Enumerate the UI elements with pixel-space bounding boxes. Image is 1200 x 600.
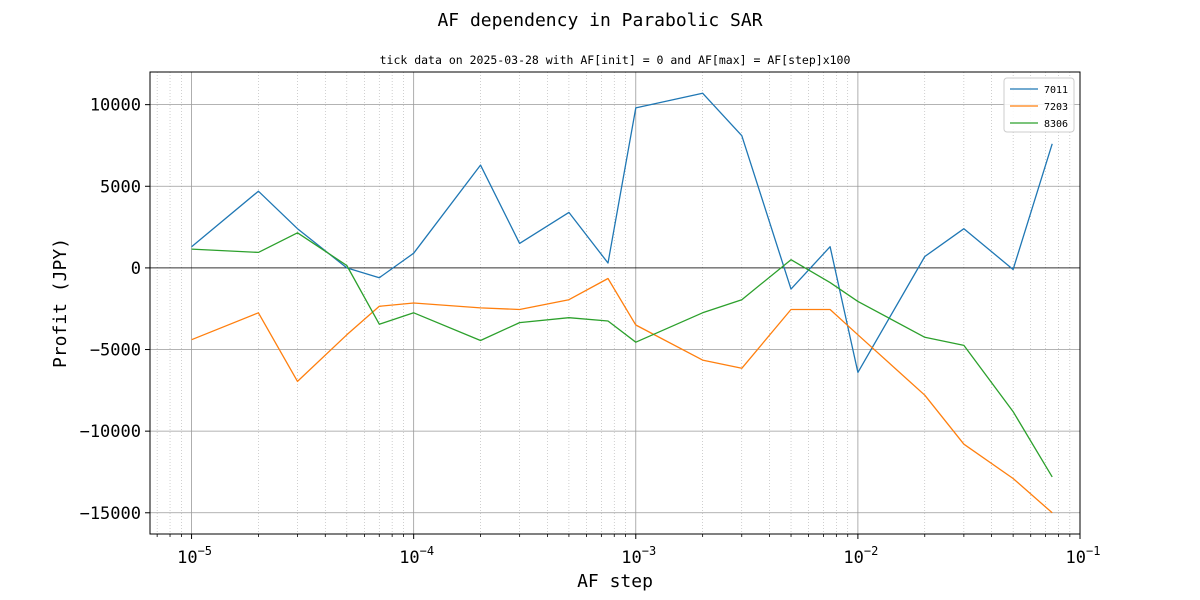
chart-suptitle: AF dependency in Parabolic SAR (437, 10, 762, 31)
series-line-7203 (191, 277, 1053, 514)
series-line-8306 (191, 232, 1053, 478)
x-tick-base: 10 (621, 548, 641, 568)
x-tick-exponent: −1 (1086, 544, 1100, 558)
x-axis-label: AF step (577, 571, 653, 592)
x-tick-label: 10−1 (1066, 544, 1101, 568)
x-tick-exponent: −2 (864, 544, 878, 558)
x-tick-label: 10−5 (177, 544, 212, 568)
x-tick-base: 10 (843, 548, 863, 568)
y-tick-label: −10000 (80, 422, 141, 442)
x-tick-label: 10−3 (621, 544, 656, 568)
minor-grid (156, 72, 1071, 534)
y-ticks: 10000 5000 0 −5000 −10000 −15000 (80, 96, 150, 524)
y-tick-label: 0 (131, 259, 141, 279)
series-lines (191, 92, 1053, 514)
legend: 7011 7203 8306 (1003, 77, 1075, 133)
legend-label-7011: 7011 (1044, 85, 1068, 96)
x-tick-exponent: −5 (198, 544, 212, 558)
x-tick-base: 10 (399, 548, 419, 568)
y-tick-label: 5000 (100, 177, 141, 197)
y-tick-label: 10000 (90, 96, 141, 116)
series-line-7011 (191, 92, 1053, 374)
legend-box (1003, 77, 1075, 133)
y-tick-label: −15000 (80, 504, 141, 524)
x-tick-base: 10 (177, 548, 197, 568)
chart-title: tick data on 2025-03-28 with AF[init] = … (380, 53, 851, 67)
major-grid (150, 72, 1081, 534)
y-tick-label: −5000 (90, 341, 141, 361)
x-ticks: 10−5 10−4 10−3 10−2 10−1 (156, 534, 1101, 568)
x-tick-exponent: −4 (420, 544, 434, 558)
x-tick-base: 10 (1066, 548, 1086, 568)
plot-frame (149, 71, 1081, 535)
y-axis-label: Profit (JPY) (50, 238, 71, 368)
legend-label-7203: 7203 (1044, 102, 1068, 113)
legend-label-8306: 8306 (1044, 119, 1068, 130)
x-tick-label: 10−2 (843, 544, 878, 568)
x-tick-exponent: −3 (642, 544, 656, 558)
x-tick-label: 10−4 (399, 544, 434, 568)
